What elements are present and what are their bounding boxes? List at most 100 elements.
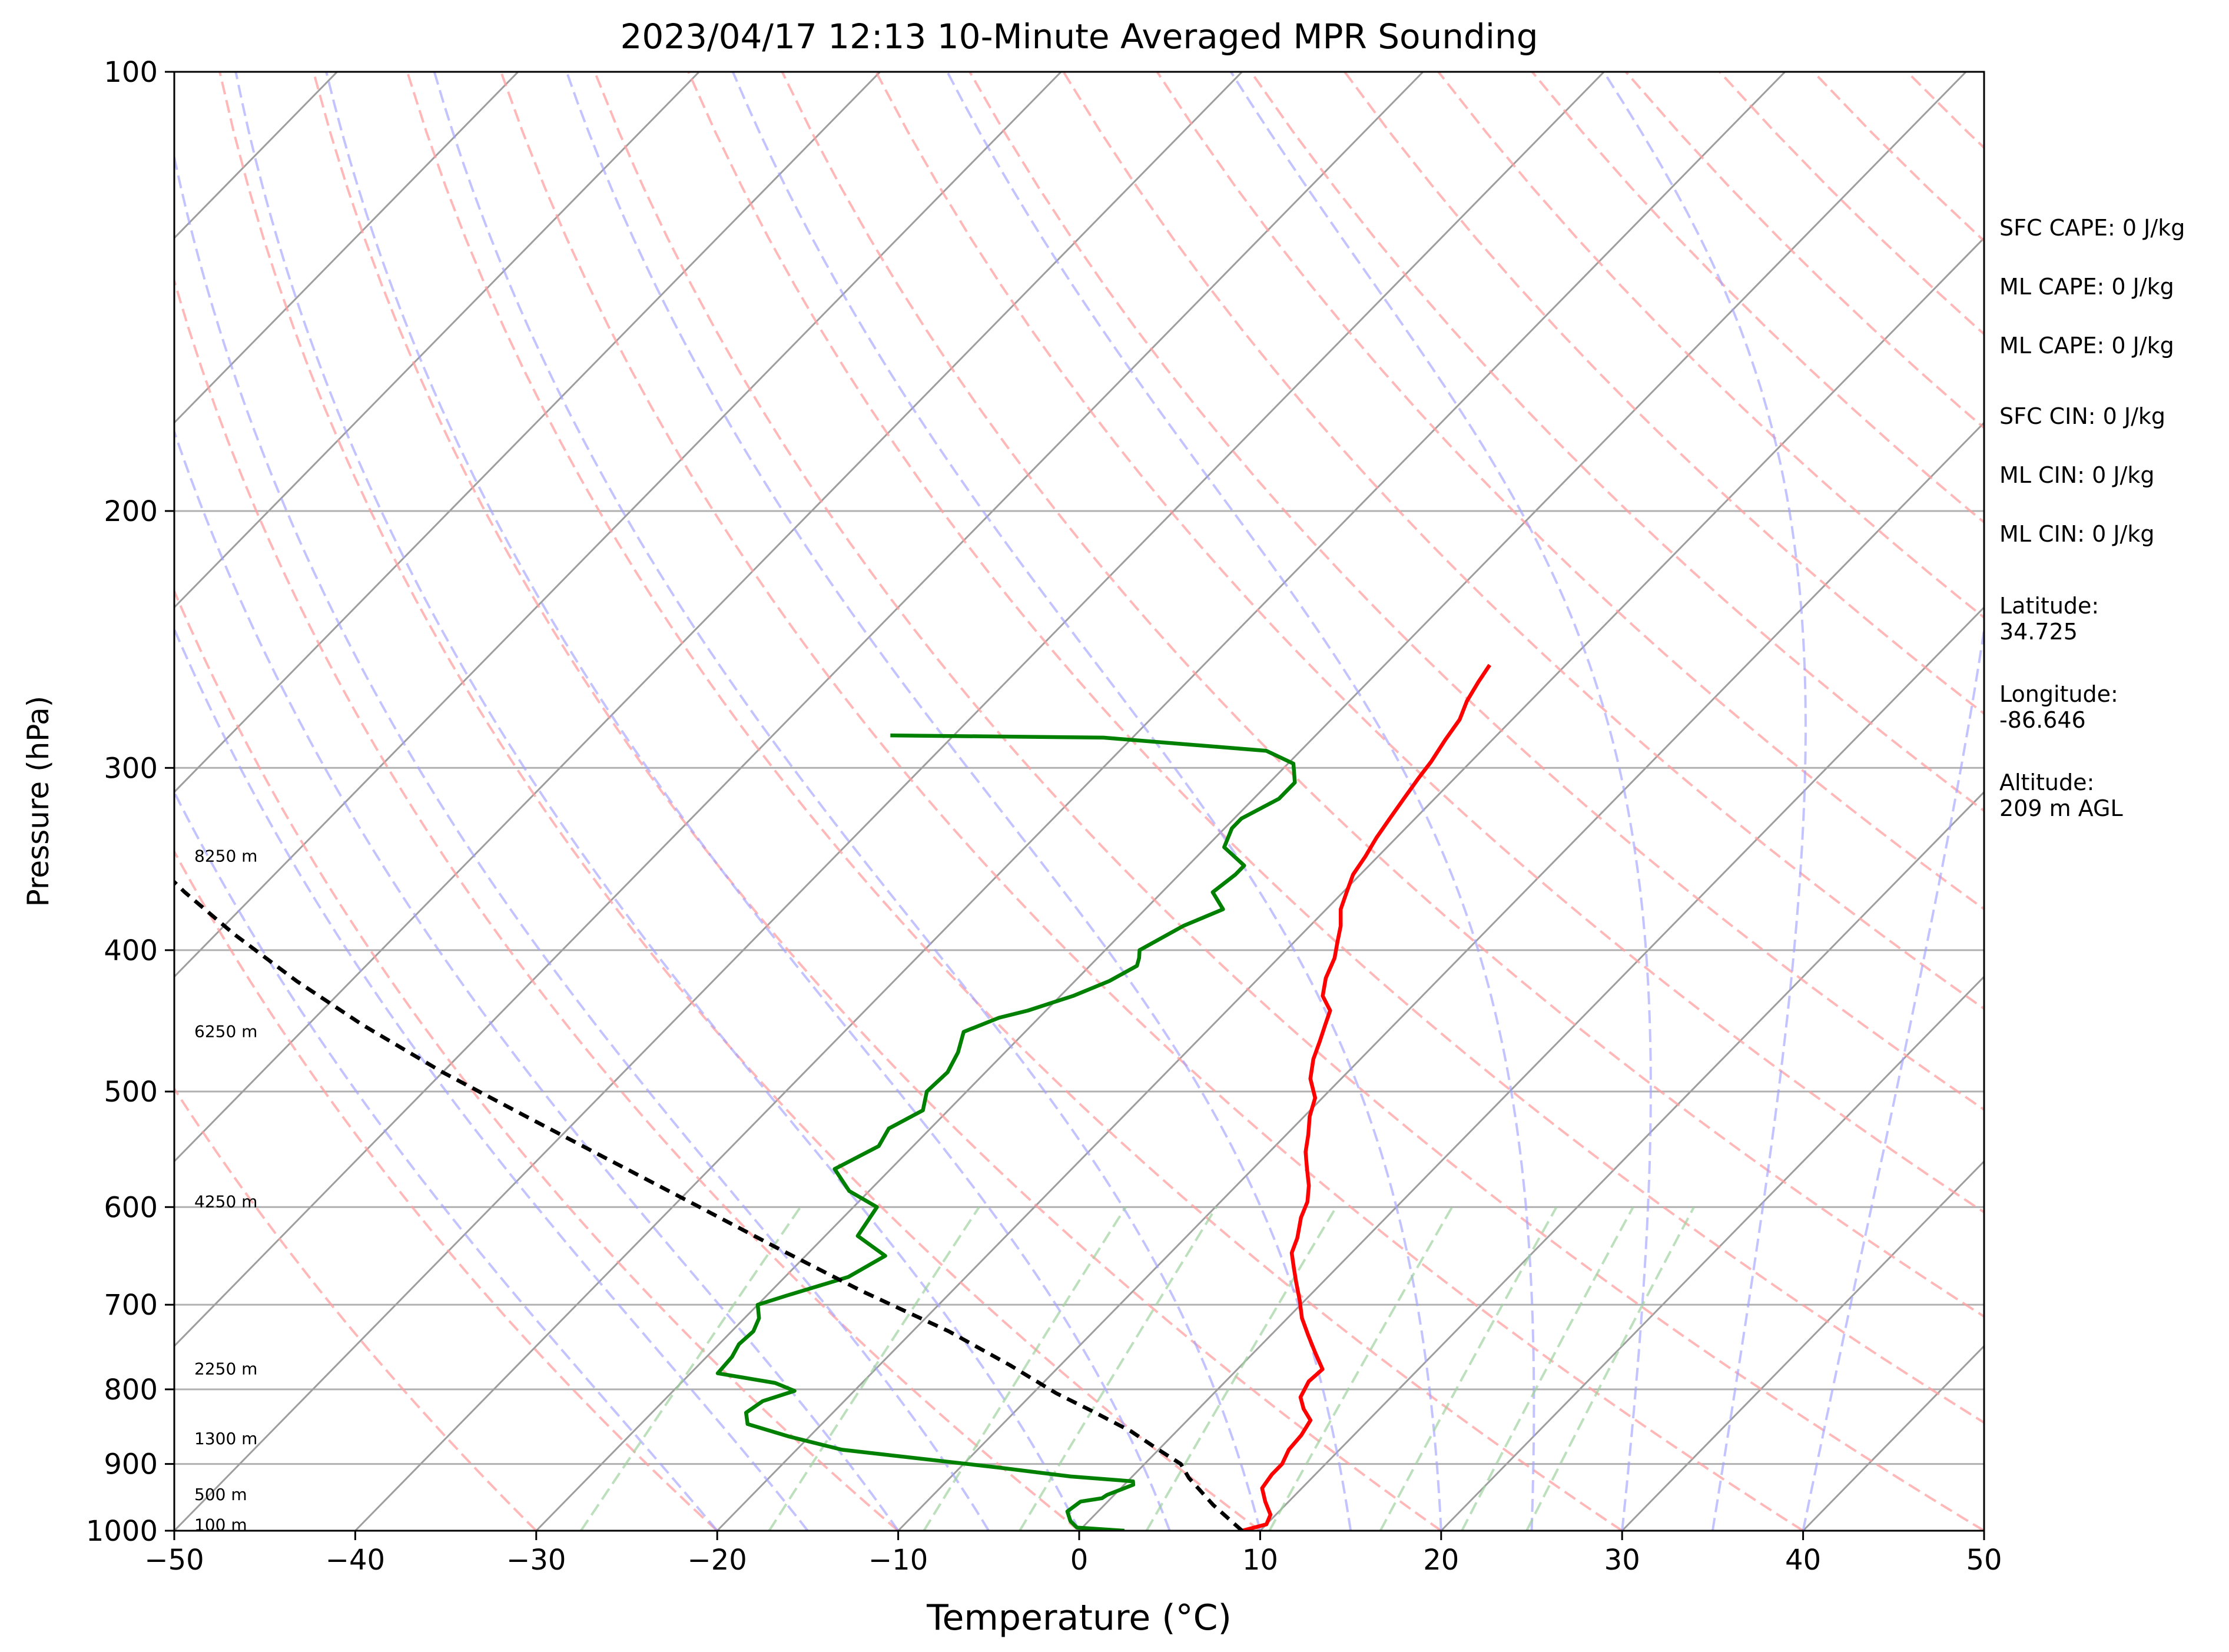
- moist-adiabat-line: [174, 151, 990, 1531]
- dry-adiabat-line: [1156, 72, 1984, 911]
- mixing-ratio-line: [1145, 1206, 1338, 1531]
- mixing-ratio-line: [1268, 1206, 1454, 1531]
- x-tick-label: −10: [868, 1544, 928, 1577]
- isotherm-line: [897, 421, 1984, 1531]
- y-tick-label: 500: [104, 1076, 158, 1109]
- stat-text: SFC CAPE: 0 J/kg: [1999, 215, 2185, 241]
- stat-text: -86.646: [1999, 707, 2086, 733]
- isotherm-line: [717, 237, 1984, 1531]
- stat-text: 34.725: [1999, 619, 2078, 645]
- y-tick-label: 700: [104, 1289, 158, 1322]
- isotherm-line: [535, 72, 1967, 1531]
- moist-adiabat-line: [433, 72, 1262, 1531]
- height-annotation: 6250 m: [194, 1022, 257, 1041]
- dry-adiabat-line: [875, 72, 1984, 1214]
- y-tick-label: 300: [104, 752, 158, 785]
- dry-adiabat-line: [687, 72, 1984, 1424]
- moist-adiabat-line: [946, 72, 1535, 1531]
- x-tick-label: −30: [506, 1544, 566, 1577]
- plot-area: [174, 72, 1984, 1531]
- stat-text: SFC CIN: 0 J/kg: [1999, 403, 2165, 429]
- y-tick-label: 900: [104, 1448, 158, 1481]
- isotherm-line: [174, 72, 1243, 1163]
- mixing-ratio-line: [768, 1206, 980, 1531]
- x-tick-label: 40: [1785, 1544, 1821, 1577]
- moist-adiabat-line: [174, 789, 718, 1531]
- isobar-grid: [174, 72, 1984, 1531]
- x-axis-label: Temperature (°C): [926, 1597, 1232, 1638]
- isotherm-line: [174, 72, 519, 424]
- y-tick-label: 400: [104, 934, 158, 967]
- height-annotation: 1300 m: [194, 1429, 257, 1448]
- isotherm-line: [1440, 975, 1984, 1531]
- height-annotation: 4250 m: [194, 1192, 257, 1211]
- temperature-profile: [1241, 664, 1492, 1531]
- isotherm-line: [174, 72, 700, 609]
- height-annotation: 500 m: [194, 1485, 247, 1504]
- y-tick-label: 1000: [86, 1515, 158, 1548]
- stat-text: ML CIN: 0 J/kg: [1999, 521, 2154, 547]
- dewpoint-profile: [715, 733, 1297, 1531]
- isotherm-line: [174, 72, 1605, 1531]
- isotherm-line: [1259, 791, 1984, 1531]
- mixing-ratio-lines: [580, 1206, 1695, 1531]
- dry-adiabat-line: [593, 72, 1984, 1531]
- mixing-ratio-line: [1461, 1206, 1634, 1531]
- y-tick-label: 200: [104, 495, 158, 528]
- x-axis: −50 −40 −30 −20 −10 0 10 20 30 40 50: [144, 1531, 2002, 1577]
- y-axis: 1000 900 800 700 600 500 400 300 200 100: [86, 56, 174, 1548]
- dry-adiabat-line: [500, 72, 1804, 1531]
- moist-adiabat-line: [325, 72, 1171, 1531]
- x-tick-label: 50: [1966, 1544, 2002, 1577]
- height-annotation: 2250 m: [194, 1359, 257, 1379]
- sounding-stats-panel: SFC CAPE: 0 J/kg ML CAPE: 0 J/kg ML CAPE: …: [1999, 215, 2185, 821]
- dry-adiabat-line: [174, 588, 899, 1531]
- dry-adiabats: [174, 72, 1984, 1531]
- dry-adiabat-line: [1250, 72, 1984, 812]
- moist-adiabat-line: [1230, 72, 1652, 1531]
- dry-adiabat-line: [312, 72, 1442, 1531]
- sounding-profiles: [174, 664, 1492, 1531]
- moist-adiabat-line: [1603, 72, 1807, 1531]
- dry-adiabat-line: [968, 72, 1984, 1112]
- mixing-ratio-line: [1525, 1206, 1695, 1531]
- mixing-ratio-line: [923, 1206, 1127, 1531]
- x-tick-label: 0: [1070, 1544, 1089, 1577]
- stat-text: ML CIN: 0 J/kg: [1999, 462, 2154, 488]
- dry-adiabat-line: [174, 849, 718, 1531]
- dry-adiabat-line: [781, 72, 1984, 1318]
- moist-adiabat-line: [565, 72, 1352, 1531]
- isotherm-line: [354, 72, 1786, 1531]
- x-tick-label: 10: [1242, 1544, 1278, 1577]
- moist-adiabat-line: [1802, 622, 1984, 1531]
- y-tick-label: 800: [104, 1374, 158, 1406]
- stat-text: 209 m AGL: [1999, 795, 2123, 821]
- isotherm-line: [174, 72, 1424, 1348]
- isotherm-grid: [174, 72, 1984, 1531]
- stat-text: ML CAPE: 0 J/kg: [1999, 333, 2174, 359]
- isotherm-line: [1078, 606, 1984, 1531]
- isotherm-line: [174, 72, 1062, 978]
- chart-title: 2023/04/17 12:13 10-Minute Averaged MPR …: [620, 16, 1538, 57]
- dry-adiabat-line: [218, 72, 1261, 1531]
- mixing-ratio-line: [1379, 1206, 1558, 1531]
- moist-adiabat-line: [174, 626, 809, 1531]
- y-tick-label: 600: [104, 1191, 158, 1224]
- x-tick-label: −40: [326, 1544, 385, 1577]
- dry-adiabat-line: [406, 72, 1623, 1531]
- dry-adiabat-line: [174, 1086, 538, 1531]
- moist-adiabat-line: [174, 428, 900, 1531]
- isotherm-line: [1621, 1160, 1984, 1531]
- moist-adiabat-line: [234, 72, 1080, 1531]
- stat-text: Altitude:: [1999, 769, 2094, 795]
- moist-adiabats: [174, 72, 1984, 1531]
- dry-adiabat-line: [174, 276, 1080, 1531]
- moist-adiabat-line: [731, 72, 1442, 1531]
- y-axis-label: Pressure (hPa): [21, 696, 55, 907]
- x-tick-label: −20: [688, 1544, 747, 1577]
- stat-text: ML CAPE: 0 J/kg: [1999, 274, 2174, 300]
- parcel-path: [174, 879, 1243, 1531]
